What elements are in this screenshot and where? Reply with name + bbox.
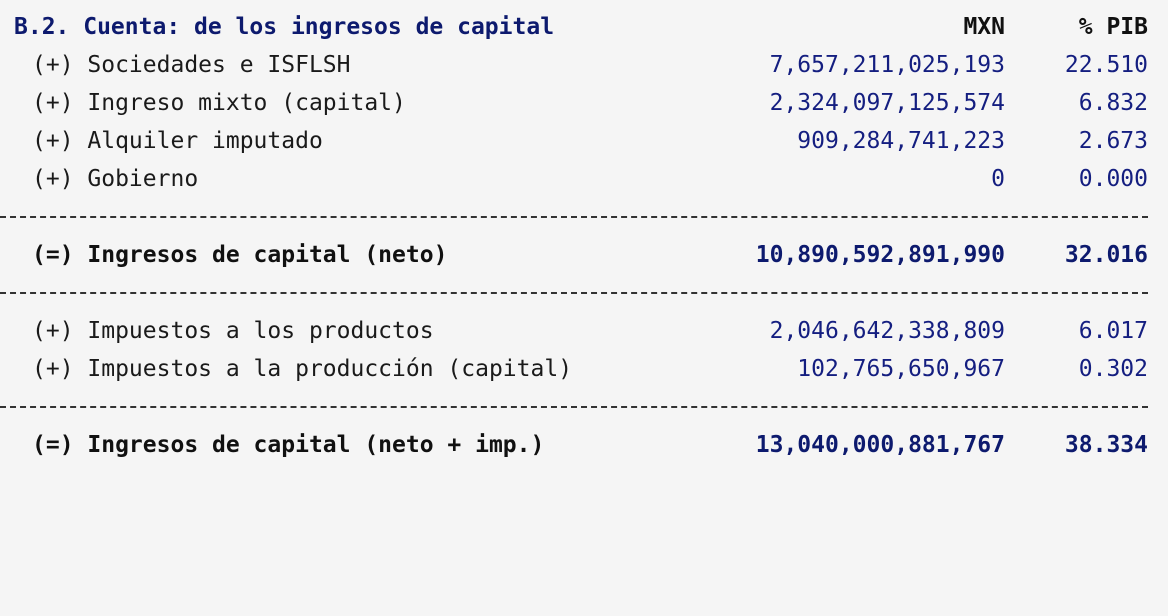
subtotal-value-mxn: 10,890,592,891,990 — [755, 242, 1005, 268]
dashed-divider — [0, 292, 1148, 294]
row-label: (+) Alquiler imputado — [32, 128, 323, 154]
total-label: (=) Ingresos de capital (neto + imp.) — [32, 432, 545, 458]
row-label: (+) Gobierno — [32, 166, 199, 192]
table-row: (+) Ingreso mixto (capital) 2,324,097,12… — [0, 84, 1168, 122]
capital-income-account-table: B.2. Cuenta: de los ingresos de capital … — [0, 8, 1168, 464]
table-header-row: B.2. Cuenta: de los ingresos de capital … — [0, 8, 1168, 46]
table-row: (+) Impuestos a los productos 2,046,642,… — [0, 312, 1168, 350]
table-row: (+) Alquiler imputado 909,284,741,223 2.… — [0, 122, 1168, 160]
dashed-divider — [0, 406, 1148, 408]
row-value-mxn: 2,324,097,125,574 — [769, 90, 1005, 116]
row-value-mxn: 909,284,741,223 — [797, 128, 1005, 154]
row-value-pib: 2.673 — [1078, 128, 1148, 154]
row-value-pib: 0.000 — [1078, 166, 1148, 192]
row-label: (+) Impuestos a los productos — [32, 318, 434, 344]
table-row: (+) Impuestos a la producción (capital) … — [0, 350, 1168, 388]
table-row: (+) Sociedades e ISFLSH 7,657,211,025,19… — [0, 46, 1168, 84]
subtotal-value-pib: 32.016 — [1064, 242, 1148, 268]
row-value-pib: 0.302 — [1078, 356, 1148, 382]
row-label: (+) Impuestos a la producción (capital) — [32, 356, 573, 382]
subtotal-label: (=) Ingresos de capital (neto) — [32, 242, 448, 268]
table-row: (+) Gobierno 0 0.000 — [0, 160, 1168, 198]
total-row: (=) Ingresos de capital (neto + imp.) 13… — [0, 426, 1168, 464]
dashed-divider — [0, 216, 1148, 218]
subtotal-row: (=) Ingresos de capital (neto) 10,890,59… — [0, 236, 1168, 274]
total-value-mxn: 13,040,000,881,767 — [755, 432, 1005, 458]
row-value-pib: 6.832 — [1078, 90, 1148, 116]
row-value-mxn: 0 — [991, 166, 1005, 192]
row-label: (+) Sociedades e ISFLSH — [32, 52, 351, 78]
column-header-pib: % PIB — [1078, 14, 1148, 40]
row-label: (+) Ingreso mixto (capital) — [32, 90, 406, 116]
row-value-mxn: 7,657,211,025,193 — [769, 52, 1005, 78]
table-title: B.2. Cuenta: de los ingresos de capital — [14, 14, 555, 40]
column-header-mxn: MXN — [963, 14, 1005, 40]
row-value-pib: 22.510 — [1064, 52, 1148, 78]
row-value-pib: 6.017 — [1078, 318, 1148, 344]
row-value-mxn: 102,765,650,967 — [797, 356, 1005, 382]
row-value-mxn: 2,046,642,338,809 — [769, 318, 1005, 344]
total-value-pib: 38.334 — [1064, 432, 1148, 458]
